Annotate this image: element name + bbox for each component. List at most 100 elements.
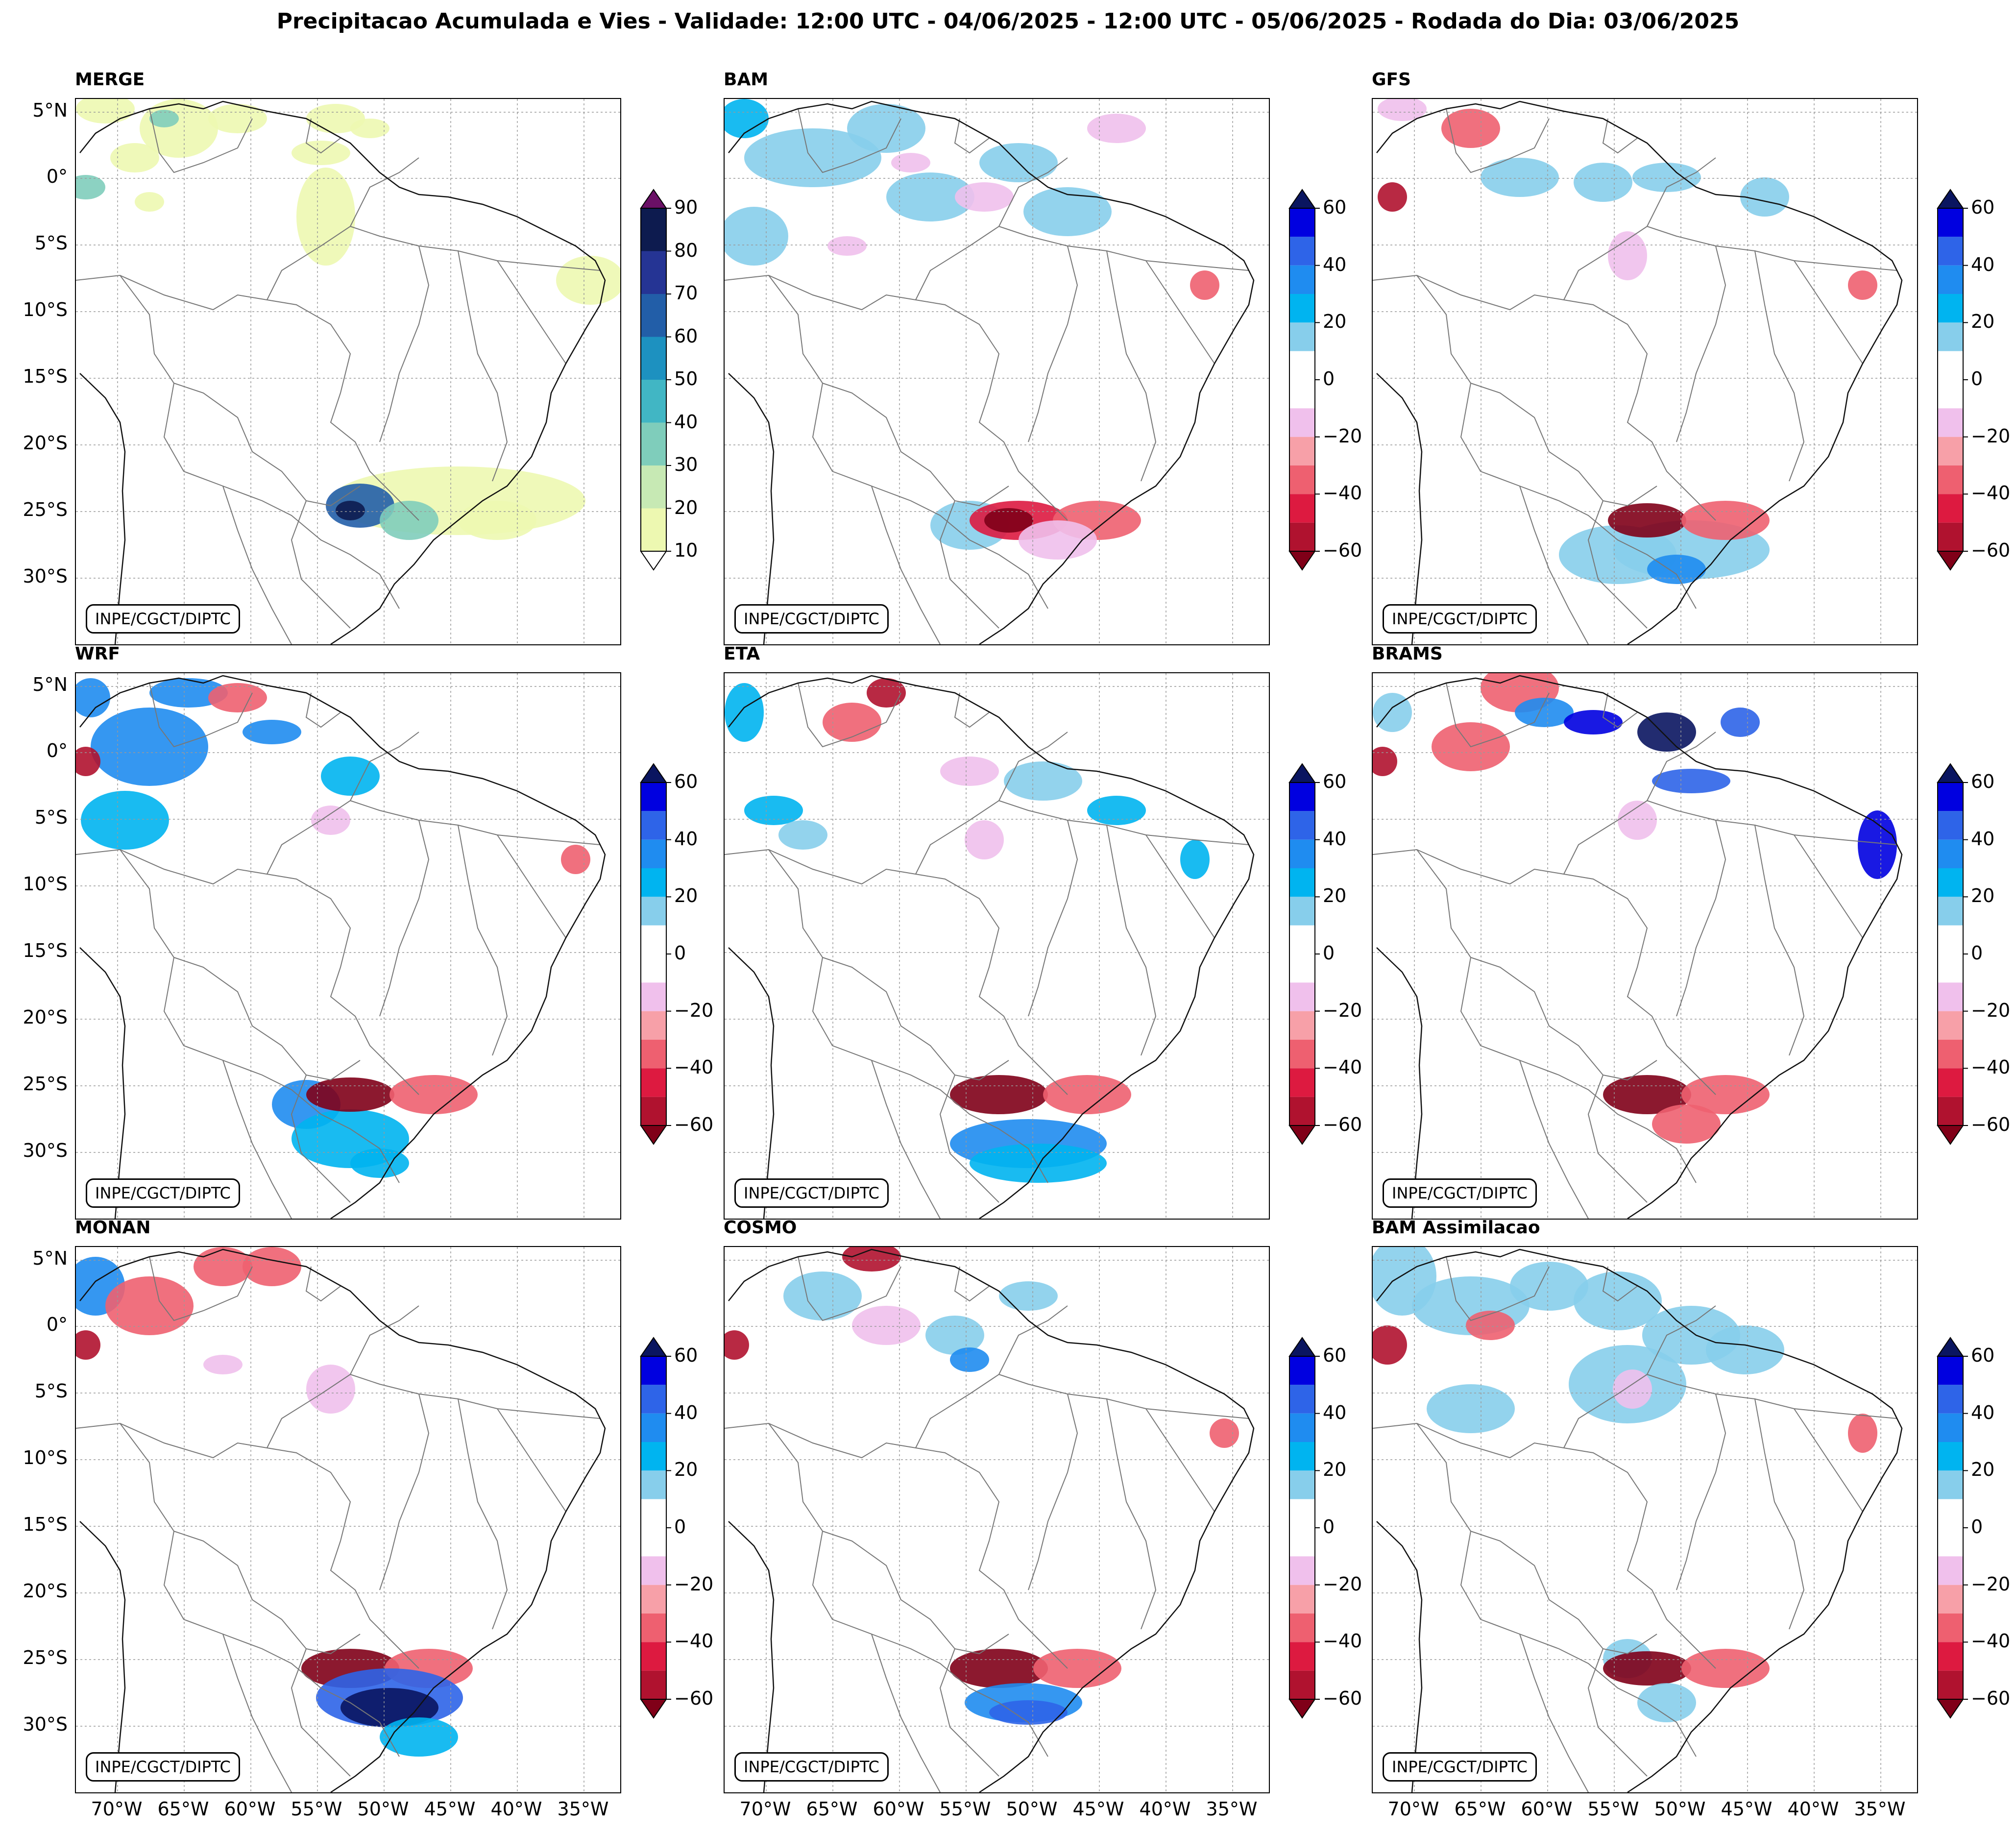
field-contour	[194, 1247, 252, 1286]
longitude-label: 35°W	[557, 1798, 609, 1820]
border-line	[76, 274, 419, 521]
field-contour	[1427, 1384, 1515, 1433]
field-contour	[76, 747, 100, 776]
border-line	[305, 1266, 341, 1302]
border-line	[768, 1423, 1009, 1655]
colorbar-tick-label: −60	[1971, 539, 2011, 561]
colorbar-tick-label: 0	[1323, 942, 1335, 964]
colorbar-bin	[1938, 868, 1963, 897]
longitude-label: 55°W	[1587, 1798, 1639, 1820]
border-line	[222, 1634, 292, 1792]
field-contour	[950, 1075, 1048, 1114]
colorbar-extend-top	[640, 763, 667, 783]
bias-colorbar: 60 40 20 0 −20 −40 −60	[1285, 1337, 1378, 1719]
field-contour	[91, 708, 208, 786]
colorbar-extend-bottom	[1937, 1699, 1964, 1719]
colorbar-tick-label: 20	[674, 1459, 698, 1481]
political-borders	[725, 1256, 1249, 1792]
border-line	[798, 108, 901, 173]
border-line	[1446, 683, 1550, 748]
colorbar-tick-label: −40	[674, 1630, 714, 1652]
colorbar-bin	[1938, 1068, 1963, 1097]
border-line	[812, 383, 1048, 609]
colorbar-tick-label: 40	[1971, 828, 1995, 850]
longitude-label: 50°W	[357, 1798, 409, 1820]
colorbar-bin	[1289, 294, 1315, 323]
panel-title: ETA	[724, 644, 760, 664]
political-borders	[1373, 1256, 1897, 1792]
colorbar-tick-label: −60	[1971, 1687, 2011, 1709]
border-line	[1460, 1531, 1697, 1757]
border-line	[1754, 825, 1805, 1056]
border-line	[120, 275, 361, 507]
border-line	[998, 732, 1068, 801]
border-line	[379, 820, 430, 1017]
coastline-west	[728, 1521, 775, 1792]
colorbar-bin	[641, 982, 666, 1011]
colorbar-tick-label: 20	[674, 496, 698, 518]
colorbar-bin	[641, 897, 666, 926]
colorbar-bin	[1938, 1413, 1963, 1442]
field-contour	[81, 791, 169, 850]
border-line	[998, 157, 1068, 227]
colorbar-extend-top	[1937, 763, 1964, 783]
coastline-west	[1376, 947, 1423, 1219]
border-line	[1602, 1266, 1638, 1302]
border-line	[1563, 225, 1897, 300]
colorbar-tick-label: 60	[1323, 1345, 1347, 1366]
colorbar-bin	[1938, 1499, 1963, 1528]
colorbar-tick-label: −20	[1323, 425, 1362, 447]
credit-label: INPE/CGCT/DIPTC	[734, 1752, 889, 1782]
longitude-label: 55°W	[939, 1798, 991, 1820]
colorbar-extend-bottom	[1288, 1699, 1316, 1719]
colorbar-tick-label: 20	[1971, 885, 1995, 907]
border-line	[149, 1256, 253, 1321]
coastline-west	[1376, 1521, 1423, 1792]
longitude-label: 70°W	[739, 1798, 791, 1820]
colorbar-bin	[1938, 208, 1963, 237]
field-contour	[984, 508, 1033, 533]
colorbar-bin	[641, 783, 666, 811]
colorbar-bin	[641, 1413, 666, 1442]
field-contour	[1618, 801, 1657, 840]
field-contour	[350, 1149, 409, 1178]
field-contour	[1373, 1325, 1407, 1365]
map-canvas	[725, 99, 1269, 644]
field-contour	[76, 678, 110, 717]
precip-colorbar: 90 80 70 60 50 40 30 20 10	[636, 189, 729, 571]
border-line	[1373, 1422, 1716, 1669]
political-borders	[1373, 108, 1897, 644]
coastline	[1376, 100, 1903, 644]
colorbar-bin	[1938, 294, 1963, 323]
map-panel-eta: INPE/CGCT/DIPTC	[724, 672, 1270, 1220]
field-layer	[1373, 673, 1897, 1144]
colorbar-bin	[641, 337, 666, 380]
colorbar-bin	[641, 1011, 666, 1040]
border-line	[954, 1266, 990, 1302]
border-line	[120, 1423, 361, 1655]
border-line	[1373, 274, 1716, 521]
border-line	[458, 1398, 508, 1630]
field-contour	[950, 1347, 989, 1372]
border-line	[1676, 245, 1726, 442]
field-contour	[1466, 1311, 1515, 1340]
border-line	[1106, 250, 1157, 482]
coastline-west	[79, 947, 126, 1219]
field-contour	[1481, 158, 1559, 197]
longitude-label: 70°W	[1387, 1798, 1439, 1820]
latitude-label: 0°	[46, 740, 68, 761]
colorbar-bin	[1938, 1670, 1963, 1699]
field-contour	[135, 192, 164, 212]
colorbar-bin	[641, 465, 666, 509]
border-line	[1416, 849, 1657, 1081]
border-line	[1587, 1648, 1648, 1777]
field-contour	[999, 1281, 1058, 1311]
field-contour	[744, 796, 803, 825]
colorbar-bin	[1289, 1097, 1315, 1125]
field-contour	[1848, 270, 1877, 300]
colorbar-bin	[1938, 1040, 1963, 1069]
latitude-label: 15°S	[23, 1514, 68, 1535]
colorbar-bin	[1289, 954, 1315, 983]
colorbar-bin	[1289, 1585, 1315, 1614]
border-line	[939, 500, 999, 629]
